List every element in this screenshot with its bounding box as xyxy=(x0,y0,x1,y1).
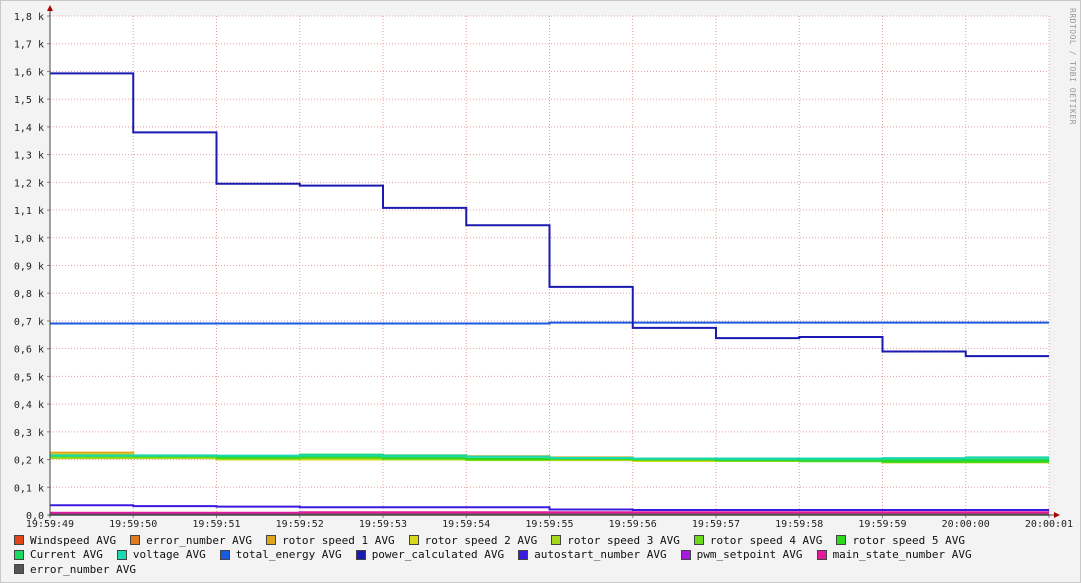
legend-label: main_state_number AVG xyxy=(832,548,972,562)
y-tick-label: 1,7 k xyxy=(14,40,44,51)
x-tick-label: 19:59:56 xyxy=(609,519,657,530)
x-tick-label: 19:59:55 xyxy=(525,519,573,530)
legend-swatch xyxy=(551,535,562,546)
legend-item: rotor speed 1 AVG xyxy=(266,533,395,548)
series-line-11 xyxy=(50,504,1049,512)
series-line-10 xyxy=(50,72,1049,358)
legend-swatch xyxy=(355,549,366,560)
legend-label: autostart_number AVG xyxy=(534,548,667,562)
y-tick-label: 0,2 k xyxy=(14,456,44,467)
legend-item: power_calculated AVG xyxy=(355,548,505,563)
legend-label: rotor speed 5 AVG xyxy=(852,533,966,547)
legend-swatch xyxy=(816,549,827,560)
legend-item: pwm_setpoint AVG xyxy=(680,548,803,563)
legend-item: Current AVG xyxy=(14,548,103,563)
legend-item: voltage AVG xyxy=(116,548,206,563)
y-axis-ticks: 0,0 0,1 k 0,2 k 0,3 k 0,4 k 0,5 k 0,6 k 0,7 k 0,… xyxy=(14,12,50,522)
x-tick-label: 19:59:52 xyxy=(276,519,324,530)
legend-item: total_energy AVG xyxy=(219,548,342,563)
legend-item: Windspeed AVG xyxy=(14,533,116,548)
y-tick-label: 1,6 k xyxy=(14,67,44,78)
legend-item: autostart_number AVG xyxy=(518,548,667,563)
y-tick-label: 0,4 k xyxy=(14,400,44,411)
x-tick-label: 19:59:57 xyxy=(692,519,740,530)
series-lines xyxy=(50,72,1049,516)
legend-swatch xyxy=(836,535,847,546)
x-tick-label: 19:59:54 xyxy=(442,519,490,530)
y-tick-label: 0,8 k xyxy=(14,289,44,300)
x-axis-ticks: 19:59:49 19:59:50 19:59:51 19:59:52 19:59:53… xyxy=(26,515,1073,530)
x-tick-label: 19:59:58 xyxy=(775,519,823,530)
x-tick-label: 19:59:49 xyxy=(26,519,74,530)
legend-swatch xyxy=(408,535,419,546)
legend-label: rotor speed 4 AVG xyxy=(709,533,823,547)
x-tick-label: 19:59:51 xyxy=(192,519,240,530)
y-tick-label: 1,4 k xyxy=(14,123,44,134)
series-line-9 xyxy=(50,321,1049,325)
legend-item: error_number AVG xyxy=(14,562,136,577)
legend-swatch xyxy=(693,535,704,546)
legend: Windspeed AVG error_number AVG rotor speed… xyxy=(14,533,1074,577)
y-tick-label: 0,1 k xyxy=(14,483,44,494)
series-line-8 xyxy=(50,454,1049,460)
legend-swatch xyxy=(116,549,127,560)
legend-item: main_state_number AVG xyxy=(816,548,972,563)
legend-label: Current AVG xyxy=(30,548,103,562)
x-tick-label: 20:00:01 xyxy=(1025,519,1073,530)
legend-swatch xyxy=(219,549,230,560)
legend-item: rotor speed 2 AVG xyxy=(408,533,538,548)
x-tick-label: 20:00:00 xyxy=(942,519,990,530)
legend-swatch xyxy=(680,549,691,560)
y-tick-label: 1,8 k xyxy=(14,12,44,23)
y-tick-label: 0,0 xyxy=(26,511,44,522)
legend-label: error_number AVG xyxy=(146,533,253,547)
legend-swatch xyxy=(14,564,24,575)
legend-swatch xyxy=(14,549,24,560)
legend-swatch xyxy=(518,549,529,560)
legend-swatch xyxy=(130,535,141,546)
y-axis-arrow xyxy=(47,5,53,11)
legend-label: pwm_setpoint AVG xyxy=(696,548,803,562)
x-axis-arrow xyxy=(1054,512,1060,518)
axes xyxy=(47,5,1060,518)
legend-item: error_number AVG xyxy=(130,533,252,548)
y-tick-label: 0,5 k xyxy=(14,372,44,383)
x-tick-label: 19:59:59 xyxy=(858,519,906,530)
legend-swatch xyxy=(14,535,24,546)
y-tick-label: 1,2 k xyxy=(14,178,44,189)
legend-item: rotor speed 3 AVG xyxy=(551,533,680,548)
legend-swatch xyxy=(266,535,277,546)
y-tick-label: 1,3 k xyxy=(14,151,44,162)
legend-label: rotor speed 2 AVG xyxy=(424,533,538,547)
legend-item: rotor speed 4 AVG xyxy=(693,533,823,548)
legend-label: Windspeed AVG xyxy=(30,533,117,547)
rrdtool-watermark: RRDTOOL / TOBI OETIKER xyxy=(1068,8,1077,125)
x-tick-label: 19:59:50 xyxy=(109,519,157,530)
y-tick-label: 0,7 k xyxy=(14,317,44,328)
y-tick-label: 0,9 k xyxy=(14,262,44,273)
x-tick-label: 19:59:53 xyxy=(359,519,407,530)
legend-label: voltage AVG xyxy=(132,548,206,562)
series-line-13 xyxy=(50,511,1049,514)
y-tick-label: 0,6 k xyxy=(14,345,44,356)
legend-label: error_number AVG xyxy=(30,562,136,576)
legend-label: total_energy AVG xyxy=(235,548,342,562)
legend-label: rotor speed 1 AVG xyxy=(282,533,395,547)
y-tick-label: 0,3 k xyxy=(14,428,44,439)
y-tick-label: 1,1 k xyxy=(14,206,44,217)
y-tick-label: 1,5 k xyxy=(14,95,44,106)
legend-item: rotor speed 5 AVG xyxy=(836,533,965,548)
legend-label: rotor speed 3 AVG xyxy=(567,533,680,547)
y-tick-label: 1,0 k xyxy=(14,234,44,245)
legend-label: power_calculated AVG xyxy=(371,548,505,562)
